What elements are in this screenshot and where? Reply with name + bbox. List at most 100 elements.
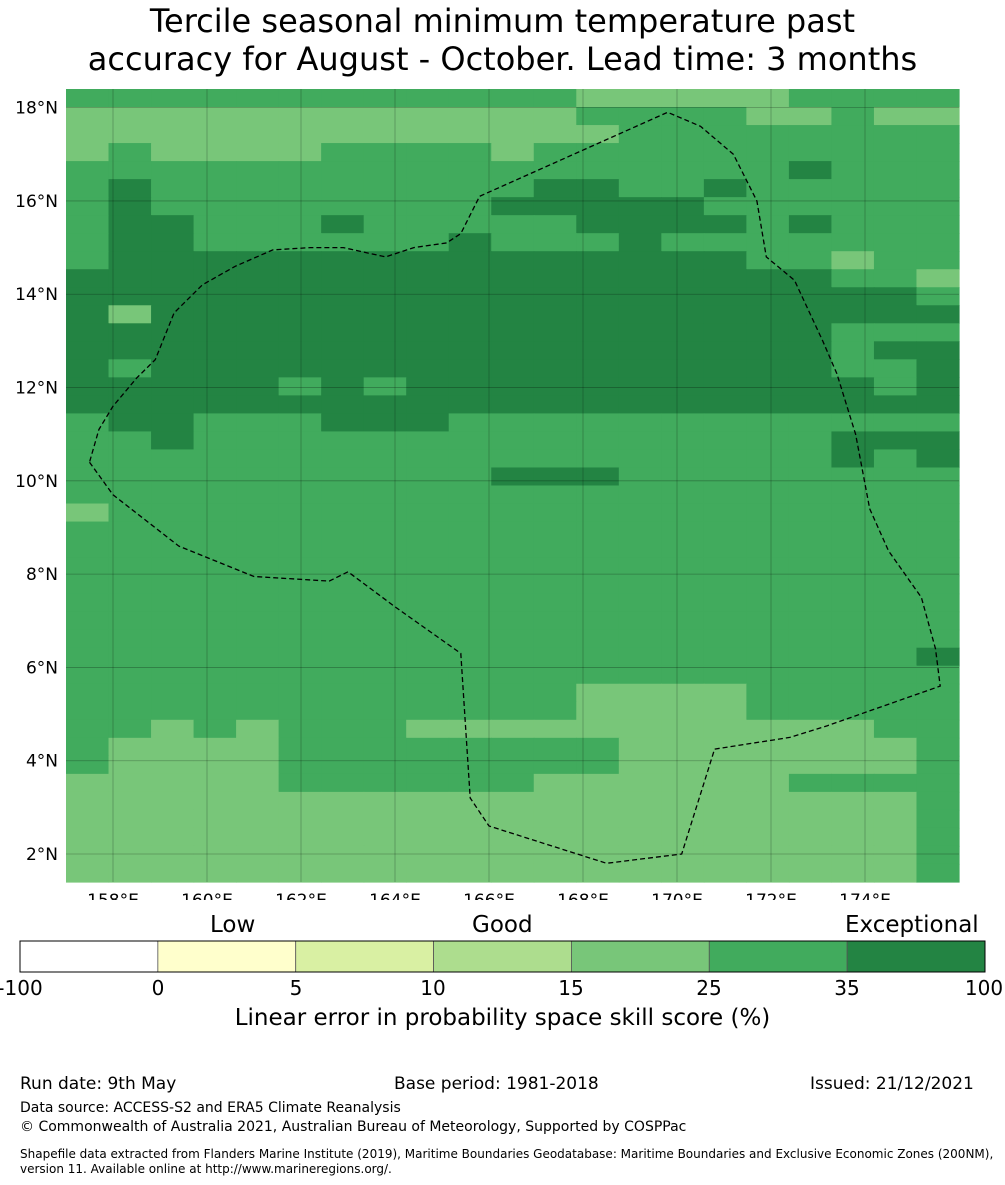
skill-cell <box>746 305 790 324</box>
skill-cell <box>661 539 705 559</box>
skill-cell <box>321 683 365 703</box>
skill-cell <box>278 377 322 396</box>
skill-cell <box>661 161 705 180</box>
skill-cell <box>193 485 237 505</box>
skill-cell <box>278 647 322 667</box>
skill-cell <box>321 827 365 847</box>
skill-cell <box>703 89 747 108</box>
skill-cell <box>788 557 833 577</box>
skill-cell <box>406 215 450 234</box>
skill-cell <box>406 413 450 433</box>
skill-cell <box>193 341 237 360</box>
skill-cell <box>491 251 535 270</box>
skill-cell <box>873 647 918 667</box>
skill-cell <box>448 683 492 703</box>
skill-cell <box>788 143 833 162</box>
skill-cell <box>618 611 662 631</box>
skill-cell <box>151 863 195 883</box>
skill-cell <box>108 773 152 793</box>
skill-cell <box>151 269 195 288</box>
skill-cell <box>151 683 195 703</box>
skill-cell <box>916 503 960 523</box>
skill-cell <box>788 161 833 180</box>
skill-cell <box>278 503 322 523</box>
skill-cell <box>746 755 790 775</box>
skill-cell <box>151 503 195 523</box>
skill-cell <box>448 575 492 595</box>
skill-cell <box>618 125 662 144</box>
skill-cell <box>448 161 492 180</box>
latitude-tick-label: 12°N <box>15 379 58 399</box>
skill-cell <box>618 863 662 883</box>
skill-cell <box>703 701 747 721</box>
skill-cell <box>278 395 322 415</box>
skill-cell <box>746 287 790 306</box>
skill-cell <box>788 611 833 631</box>
skill-cell <box>151 467 195 487</box>
skill-cell <box>576 251 620 270</box>
skill-cell <box>916 629 960 649</box>
skill-cell <box>916 701 960 721</box>
skill-cell <box>448 485 492 505</box>
skill-cell <box>278 359 322 378</box>
skill-cell <box>236 179 280 198</box>
skill-cell <box>576 575 620 595</box>
skill-cell <box>703 665 747 685</box>
skill-cell <box>321 431 365 451</box>
skill-cell <box>916 107 960 126</box>
skill-cell <box>448 773 492 793</box>
skill-cell <box>831 269 875 288</box>
skill-cell <box>491 305 535 324</box>
skill-cell <box>788 593 833 613</box>
skill-cell <box>363 305 407 324</box>
skill-cell <box>406 701 450 721</box>
skill-cell <box>746 179 790 198</box>
skill-cell <box>533 197 577 216</box>
skill-cell <box>193 125 237 144</box>
skill-cell <box>363 629 407 649</box>
skill-cell <box>108 737 152 757</box>
skill-cell <box>788 575 833 595</box>
skill-cell <box>746 467 790 487</box>
skill-cell <box>873 359 918 378</box>
colorbar-bin <box>571 940 710 973</box>
skill-cell <box>788 755 833 775</box>
skill-cell <box>236 431 280 451</box>
skill-cell <box>66 431 110 451</box>
skill-cell <box>151 215 195 234</box>
skill-cell <box>788 377 833 396</box>
skill-cell <box>746 701 790 721</box>
skill-cell <box>406 197 450 216</box>
skill-cell <box>193 719 237 739</box>
longitude-tick-label: 172°E <box>745 891 797 900</box>
skill-cell <box>533 431 577 451</box>
skill-cell <box>406 125 450 144</box>
skill-cell <box>236 845 280 865</box>
colorbar <box>19 940 986 973</box>
skill-cell <box>363 701 407 721</box>
skill-cell <box>363 557 407 577</box>
skill-cell <box>66 593 110 613</box>
skill-cell <box>831 323 875 342</box>
skill-cell <box>661 377 705 396</box>
skill-cell <box>406 647 450 667</box>
skill-cell <box>321 539 365 559</box>
skill-cell <box>703 359 747 378</box>
skill-cell <box>151 449 195 469</box>
skill-cell <box>278 143 322 162</box>
latitude-tick-label: 16°N <box>15 192 58 212</box>
skill-cell <box>618 431 662 451</box>
skill-cell <box>193 503 237 523</box>
skill-cell <box>576 665 620 685</box>
skill-cell <box>703 845 747 865</box>
skill-cell <box>321 341 365 360</box>
skill-cell <box>916 809 960 829</box>
skill-cell <box>278 665 322 685</box>
skill-cell <box>831 341 875 360</box>
skill-cell <box>746 521 790 541</box>
skill-cell <box>746 719 790 739</box>
skill-cell <box>831 647 875 667</box>
skill-cell <box>406 485 450 505</box>
skill-cell <box>193 539 237 559</box>
skill-cell <box>491 611 535 631</box>
